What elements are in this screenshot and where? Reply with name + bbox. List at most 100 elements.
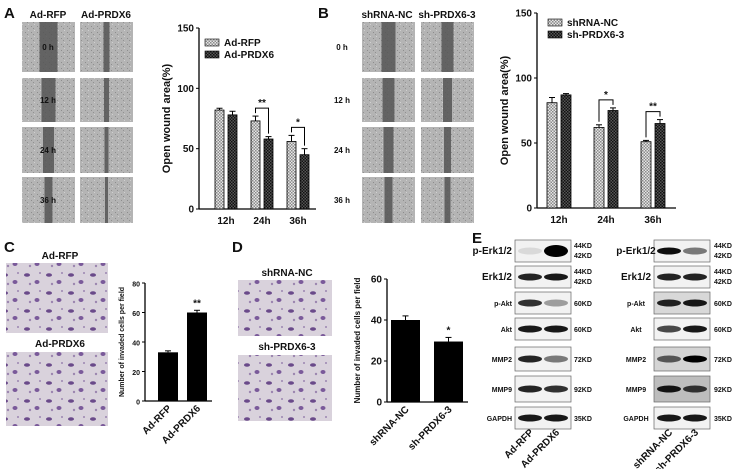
blot-gapdh [514, 406, 572, 430]
y-axis-label: Number of invaded cells per field [119, 287, 126, 397]
molecular-weight-label: 35KD [574, 416, 592, 423]
significance-bracket [598, 99, 614, 122]
invasion-image-ad-rfp [6, 263, 108, 333]
significance-bracket [645, 111, 661, 138]
bar-shrna-nc [546, 102, 558, 209]
legend-swatch [204, 50, 220, 59]
molecular-weight-label: 44KD [714, 243, 732, 250]
blot-p-erk1/2 [653, 239, 711, 263]
invasion-image-sh-prdx6-3 [238, 355, 332, 421]
legend-swatch [547, 18, 563, 27]
legend-swatch [547, 30, 563, 39]
protein-label: GAPDH [623, 416, 648, 423]
blot-band [657, 325, 681, 333]
blot-akt [653, 317, 711, 341]
molecular-weight-label: 44KD [574, 269, 592, 276]
panel_b-time-label: 12 h [334, 96, 350, 105]
wound-gap [381, 22, 396, 72]
y-tick-label: 60 [371, 275, 383, 286]
blot-erk1/2 [653, 265, 711, 289]
bar-ad-rfp [214, 109, 225, 210]
blot-band [657, 247, 681, 255]
significance-label: ** [649, 102, 657, 113]
bar-ad-rfp [286, 141, 297, 210]
wound-gap [382, 78, 395, 122]
protein-label: p-Erk1/2 [616, 246, 656, 257]
panel-d-image-label: sh-PRDX6-3 [258, 342, 316, 353]
molecular-weight-label: 72KD [714, 357, 732, 364]
y-tick-label: 40 [371, 316, 383, 327]
blot-band [544, 325, 568, 333]
wound-gap [103, 22, 110, 72]
significance-bracket [255, 107, 269, 134]
wound-gap [104, 78, 109, 122]
x-tick-label: 36h [644, 215, 661, 226]
blot-band [518, 414, 542, 422]
bar-sh-prdx6-3 [434, 341, 463, 402]
wound-gap [444, 177, 451, 223]
protein-label: Erk1/2 [482, 272, 512, 283]
y-tick-label: 150 [515, 9, 532, 20]
protein-label: Erk1/2 [621, 272, 651, 283]
panel-label-a: A [4, 5, 15, 22]
blot-band [518, 247, 542, 255]
blot-gapdh [653, 406, 711, 430]
protein-label: Akt [501, 327, 513, 334]
y-tick-label: 100 [177, 84, 194, 95]
panel-label-d: D [232, 239, 243, 256]
y-tick-label: 60 [132, 311, 140, 318]
x-tick-label: 24h [253, 216, 270, 227]
significance-label: * [604, 90, 608, 101]
significance-label: ** [258, 98, 266, 109]
panel-c-image-label: Ad-RFP [42, 251, 79, 262]
panel-label-c: C [4, 239, 15, 256]
molecular-weight-label: 42KD [574, 253, 592, 260]
blot-erk1/2 [514, 265, 572, 289]
blot-band [544, 414, 568, 422]
significance-label: * [296, 117, 300, 128]
protein-label: p-Akt [627, 301, 646, 308]
invasion-image-shrna-nc [238, 280, 332, 336]
y-tick-label: 0 [136, 400, 140, 407]
y-tick-label: 0 [526, 204, 532, 215]
significance-bracket [291, 126, 305, 146]
blot-band [683, 299, 707, 307]
x-tick-label: 36h [289, 216, 306, 227]
panel_b-time-label: 36 h [334, 196, 350, 205]
bar-shrna-nc [593, 127, 605, 209]
significance-label: ** [193, 298, 201, 309]
x-tick-label: shRNA-NC [368, 404, 412, 448]
panel-label-b: B [318, 5, 329, 22]
bar-shrna-nc [391, 320, 420, 402]
panel-c-image-label: Ad-PRDX6 [35, 339, 85, 350]
legend-label: shRNA-NC [567, 18, 618, 29]
bar-sh-prdx6-3 [560, 94, 572, 209]
panel-label-e: E [472, 230, 482, 247]
wound-gap [105, 177, 108, 223]
blot-band [657, 273, 681, 281]
blot-band [657, 355, 681, 363]
y-tick-label: 0 [376, 398, 382, 409]
molecular-weight-label: 44KD [574, 243, 592, 250]
blot-band [657, 414, 681, 422]
bar-sh-prdx6-3 [654, 123, 666, 209]
blot-band [518, 385, 542, 393]
molecular-weight-label: 42KD [574, 279, 592, 286]
y-axis-label: Number of invaded cells per field [353, 277, 362, 403]
blot-band [683, 414, 707, 422]
molecular-weight-label: 72KD [574, 357, 592, 364]
wound-gap [441, 22, 454, 72]
molecular-weight-label: 92KD [714, 387, 732, 394]
blot-band [544, 355, 568, 363]
y-tick-label: 50 [521, 139, 533, 150]
blot-band [657, 299, 681, 307]
molecular-weight-label: 60KD [574, 327, 592, 334]
x-tick-label: 24h [597, 215, 614, 226]
panel_b-time-label: 24 h [334, 146, 350, 155]
molecular-weight-label: 42KD [714, 253, 732, 260]
panel_b-time-label: 0 h [336, 43, 348, 52]
bar-ad-prdx6 [263, 138, 274, 210]
panel_a-time-label: 12 h [40, 96, 56, 105]
y-tick-label: 100 [515, 74, 532, 85]
y-tick-label: 20 [371, 357, 383, 368]
